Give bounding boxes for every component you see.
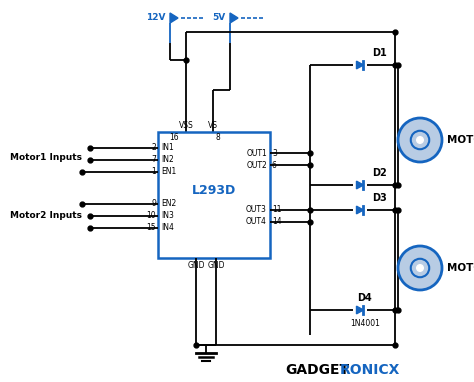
Text: 9: 9	[151, 199, 156, 209]
Text: 16: 16	[169, 133, 179, 141]
Text: 1N4001: 1N4001	[350, 319, 380, 329]
Text: GND: GND	[207, 261, 225, 270]
Text: 3: 3	[272, 149, 277, 157]
Text: D2: D2	[372, 168, 387, 178]
Text: OUT1: OUT1	[246, 149, 267, 157]
Text: VS: VS	[208, 121, 218, 130]
Text: RONICX: RONICX	[340, 363, 401, 377]
Text: 10: 10	[146, 212, 156, 220]
Bar	[158, 132, 270, 258]
Text: 8: 8	[216, 133, 221, 141]
Text: Motor2 Inputs: Motor2 Inputs	[10, 212, 82, 220]
Text: 11: 11	[272, 206, 282, 215]
Circle shape	[417, 265, 423, 271]
Text: IN3: IN3	[161, 212, 174, 220]
Text: D4: D4	[357, 293, 373, 303]
Text: 5V: 5V	[213, 13, 226, 23]
Text: 14: 14	[272, 217, 282, 227]
Text: 12V: 12V	[146, 13, 166, 23]
Text: D1: D1	[372, 48, 387, 58]
Polygon shape	[356, 206, 364, 214]
Text: EN2: EN2	[161, 199, 176, 209]
Polygon shape	[230, 13, 238, 23]
Text: 15: 15	[146, 223, 156, 233]
Text: IN1: IN1	[161, 144, 174, 152]
Text: 1: 1	[151, 167, 156, 176]
Polygon shape	[356, 306, 364, 314]
Text: 2: 2	[151, 144, 156, 152]
Text: MOTOR 2: MOTOR 2	[447, 263, 474, 273]
Polygon shape	[170, 13, 178, 23]
Circle shape	[417, 137, 423, 143]
Text: Motor1 Inputs: Motor1 Inputs	[10, 154, 82, 162]
Text: GND: GND	[187, 261, 205, 270]
Text: OUT3: OUT3	[246, 206, 267, 215]
Text: GADGET: GADGET	[285, 363, 349, 377]
Text: 6: 6	[272, 160, 277, 170]
Text: MOTOR 1: MOTOR 1	[447, 135, 474, 145]
Text: 7: 7	[151, 155, 156, 165]
Polygon shape	[356, 181, 364, 189]
Text: VSS: VSS	[179, 121, 193, 130]
Text: OUT2: OUT2	[246, 160, 267, 170]
Text: EN1: EN1	[161, 167, 176, 176]
Text: OUT4: OUT4	[246, 217, 267, 227]
Circle shape	[398, 246, 442, 290]
Text: L293D: L293D	[192, 183, 236, 196]
Text: D3: D3	[372, 193, 387, 203]
Polygon shape	[356, 61, 364, 69]
Text: IN2: IN2	[161, 155, 174, 165]
Circle shape	[398, 118, 442, 162]
Text: IN4: IN4	[161, 223, 174, 233]
